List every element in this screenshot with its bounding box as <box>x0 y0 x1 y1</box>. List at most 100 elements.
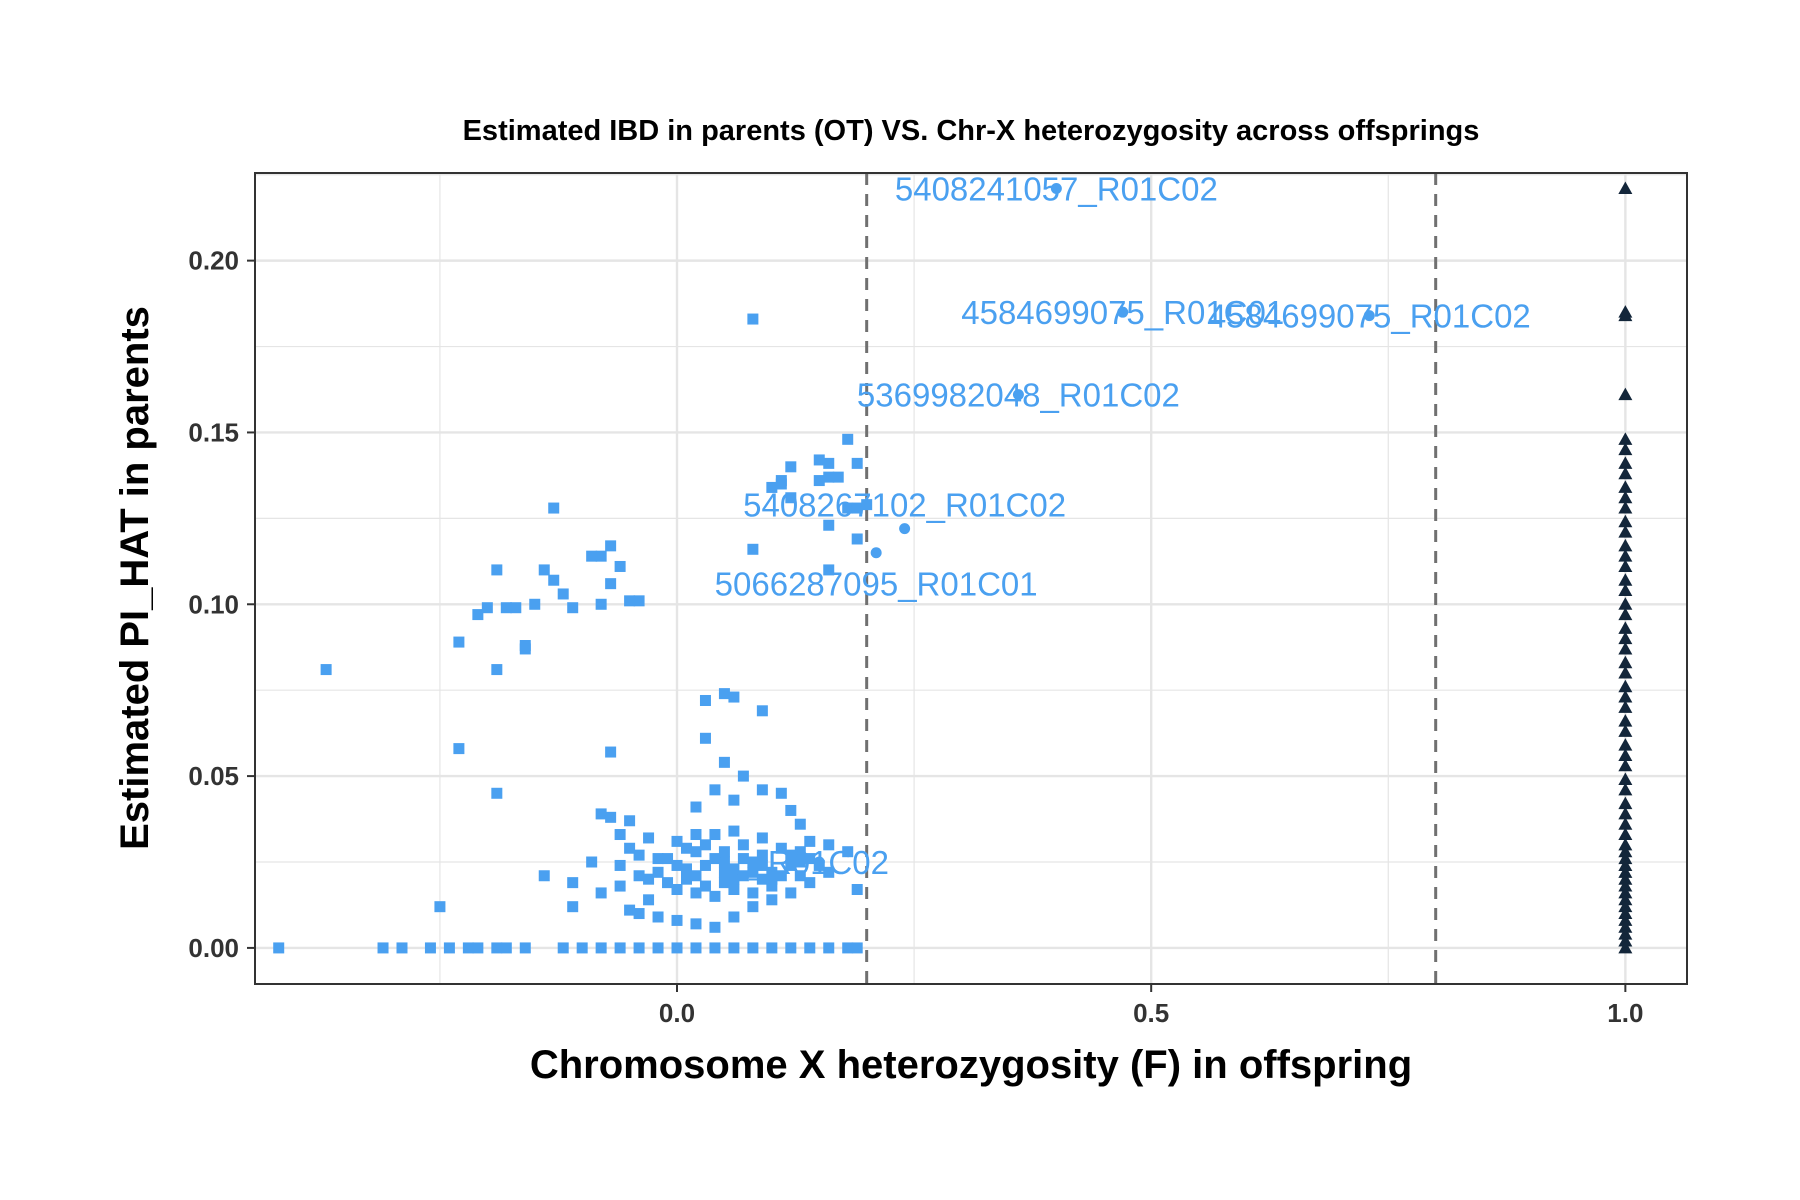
square-point-0-73 <box>614 880 626 892</box>
square-point-0-170 <box>842 942 854 954</box>
y-tick-label-2: 0.10 <box>188 589 239 619</box>
square-point-0-42 <box>823 457 835 469</box>
square-point-0-155 <box>557 942 569 954</box>
square-point-0-2 <box>491 664 503 676</box>
triangle-point-2-11 <box>1618 514 1633 528</box>
square-point-0-36 <box>766 481 778 493</box>
triangle-point-2-17 <box>1618 583 1633 597</box>
chart-title: Estimated IBD in parents (OT) VS. Chr-X … <box>463 115 1480 147</box>
square-point-0-90 <box>624 842 636 854</box>
triangle-point-2-50 <box>1618 913 1633 926</box>
square-point-0-22 <box>500 602 512 614</box>
square-point-0-134 <box>728 883 740 895</box>
triangle-point-2-37 <box>1618 817 1633 830</box>
square-point-0-25 <box>491 787 503 799</box>
x-tick-label-0: 0.0 <box>659 998 695 1028</box>
square-point-0-17 <box>614 560 626 572</box>
square-point-0-10 <box>567 602 579 614</box>
x-tick-label-2: 1.0 <box>1607 998 1643 1028</box>
square-point-0-13 <box>595 550 607 562</box>
square-point-0-89 <box>614 859 626 871</box>
square-point-0-98 <box>699 880 711 892</box>
square-point-0-7 <box>538 564 550 576</box>
square-point-0-5 <box>519 640 531 652</box>
triangle-point-2-5 <box>1618 442 1633 456</box>
square-point-0-160 <box>652 942 664 954</box>
plot-panel-border <box>254 172 1688 985</box>
square-point-0-16 <box>605 540 617 552</box>
y-axis-ticks: 0.00 0.05 0.10 0.15 0.20 <box>188 246 255 963</box>
x-tick-label-1: 0.5 <box>1133 998 1169 1028</box>
square-point-0-140 <box>643 873 655 885</box>
square-point-0-27 <box>434 901 446 913</box>
square-point-0-72 <box>595 887 607 899</box>
square-point-0-15 <box>605 578 617 590</box>
square-point-0-168 <box>804 942 816 954</box>
triangle-point-2-36 <box>1618 806 1633 820</box>
square-point-0-143 <box>756 873 768 885</box>
square-point-0-136 <box>766 873 778 885</box>
square-point-0-79 <box>690 918 702 930</box>
square-point-0-21 <box>481 602 493 614</box>
square-point-0-26 <box>605 746 617 758</box>
square-point-0-119 <box>680 842 692 854</box>
square-point-0-88 <box>567 901 579 913</box>
square-point-0-28 <box>699 694 711 706</box>
square-point-0-121 <box>718 846 730 858</box>
square-point-0-112 <box>671 859 683 871</box>
square-point-0-80 <box>709 921 721 933</box>
square-point-0-6 <box>529 598 541 610</box>
square-point-0-153 <box>500 942 512 954</box>
square-point-0-128 <box>775 870 787 882</box>
square-point-0-104 <box>756 849 768 861</box>
square-point-0-107 <box>785 859 797 871</box>
square-point-0-105 <box>766 880 778 892</box>
y-axis-title: Estimated PI_HAT in parents <box>113 306 157 850</box>
triangle-point-2-46 <box>1618 885 1633 899</box>
square-point-0-85 <box>804 877 816 889</box>
square-point-0-40 <box>785 461 797 473</box>
square-point-0-157 <box>595 942 607 954</box>
square-point-0-47 <box>851 457 863 469</box>
circle-point-1-2 <box>1363 310 1375 322</box>
square-point-0-19 <box>633 595 645 607</box>
square-point-0-38 <box>785 492 797 504</box>
square-point-0-114 <box>709 853 721 865</box>
triangle-point-2-34 <box>1618 782 1633 796</box>
triangle-point-2-35 <box>1618 796 1633 810</box>
square-point-0-32 <box>699 732 711 744</box>
square-point-0-118 <box>785 849 797 861</box>
y-tick-label-0: 0.00 <box>188 933 239 963</box>
square-point-0-96 <box>680 863 692 875</box>
square-point-0-82 <box>747 901 759 913</box>
square-point-0-84 <box>785 887 797 899</box>
square-point-0-111 <box>652 866 664 878</box>
triangle-point-2-7 <box>1618 466 1633 480</box>
square-point-0-48 <box>823 519 835 531</box>
triangle-point-2-15 <box>1618 559 1633 572</box>
square-point-0-74 <box>624 904 636 916</box>
triangle-point-2-24 <box>1618 666 1633 679</box>
circle-point-1-6 <box>813 856 825 868</box>
square-point-0-146 <box>377 942 389 954</box>
square-point-0-99 <box>709 829 721 841</box>
triangle-point-2-9 <box>1618 490 1633 504</box>
square-point-0-139 <box>756 832 768 844</box>
square-point-0-86 <box>823 866 835 878</box>
triangle-point-2-43 <box>1618 865 1633 878</box>
triangle-point-2-14 <box>1618 549 1633 562</box>
square-point-0-124 <box>662 853 674 865</box>
square-point-0-150 <box>462 942 474 954</box>
square-point-0-53 <box>851 533 863 545</box>
square-point-0-145 <box>273 942 285 954</box>
triangle-point-2-32 <box>1618 758 1633 772</box>
square-point-0-162 <box>690 942 702 954</box>
square-point-0-8 <box>548 574 560 586</box>
triangle-point-2-30 <box>1618 738 1633 751</box>
data-points <box>273 181 1633 954</box>
square-point-0-68 <box>842 846 854 858</box>
triangle-point-2-29 <box>1618 724 1633 737</box>
square-point-0-77 <box>652 911 664 923</box>
square-point-0-3 <box>491 564 503 576</box>
